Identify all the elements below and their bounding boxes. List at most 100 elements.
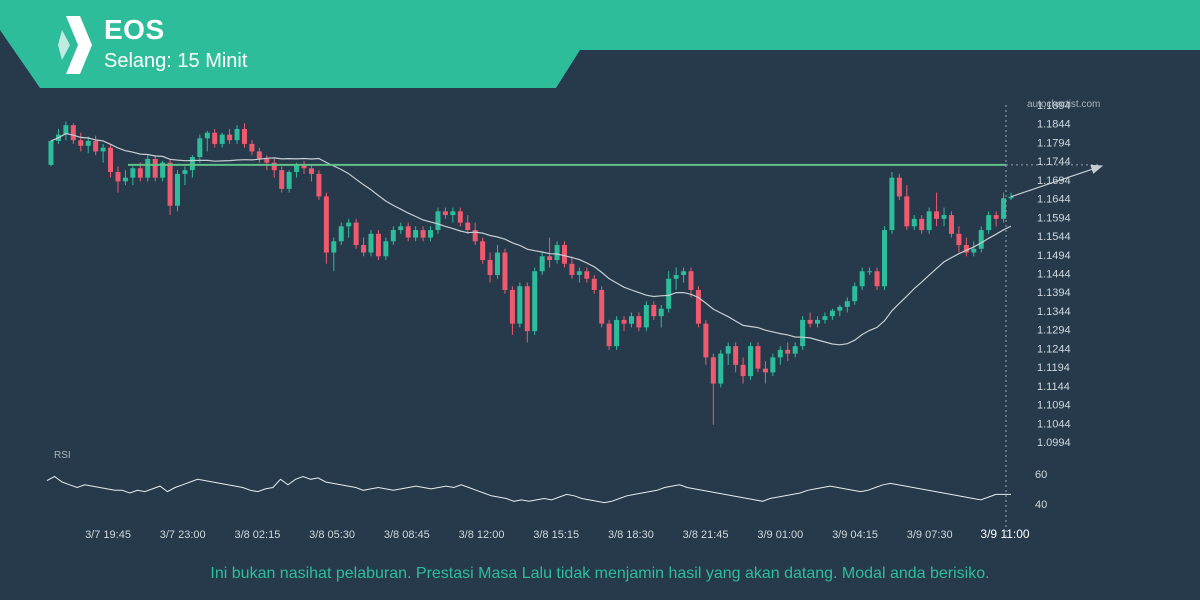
candle: [502, 248, 508, 294]
candle: [457, 207, 463, 227]
candle: [509, 286, 515, 335]
candle: [390, 226, 396, 246]
candle: [346, 218, 352, 238]
candle: [204, 130, 210, 152]
candle: [800, 316, 806, 350]
candle: [978, 226, 984, 253]
candle: [301, 160, 307, 174]
time-tick-label: 3/7 23:00: [160, 529, 206, 541]
current-time-label: 3/9 11:00: [980, 527, 1029, 541]
candle: [770, 353, 776, 377]
candle: [852, 282, 858, 305]
candle: [63, 121, 69, 141]
candle: [829, 308, 835, 320]
candle: [859, 267, 865, 290]
candle: [145, 155, 151, 182]
candle: [323, 192, 329, 264]
time-tick-label: 3/8 12:00: [459, 529, 505, 541]
candle: [487, 252, 493, 283]
candle: [993, 211, 999, 227]
candle: [338, 222, 344, 246]
candle: [115, 166, 121, 193]
candle: [584, 267, 590, 283]
candle: [495, 245, 501, 279]
disclaimer-text: Ini bukan nasihat pelaburan. Prestasi Ma…: [210, 565, 990, 582]
candle: [227, 128, 233, 144]
candle: [569, 256, 575, 279]
candle: [271, 158, 277, 178]
candle: [911, 215, 917, 231]
candle: [688, 267, 694, 298]
candle: [748, 342, 754, 380]
candle: [867, 267, 873, 275]
price-tick-label: 1.0994: [1037, 437, 1071, 449]
instrument-title: EOS: [104, 14, 165, 45]
price-tick-label: 1.1194: [1037, 362, 1070, 374]
candle: [167, 158, 173, 216]
candle: [241, 123, 247, 148]
price-tick-label: 1.1044: [1037, 418, 1071, 430]
candle: [896, 173, 902, 201]
candle: [1001, 192, 1007, 223]
candle: [279, 166, 285, 193]
candle: [881, 226, 887, 290]
candle: [130, 166, 136, 186]
candle: [651, 301, 657, 320]
candle: [442, 207, 448, 219]
candle: [755, 342, 761, 373]
candle: [666, 271, 672, 313]
candle: [413, 226, 419, 242]
candle: [926, 207, 932, 234]
candle: [614, 316, 620, 350]
time-tick-label: 3/9 07:30: [907, 529, 953, 541]
candle: [160, 160, 166, 182]
time-tick-label: 3/9 01:00: [757, 529, 803, 541]
autochartist-logo-icon: [58, 16, 92, 74]
candle: [643, 301, 649, 332]
candle: [182, 166, 188, 186]
candle: [941, 207, 947, 227]
candle: [904, 185, 910, 231]
candle: [681, 267, 687, 283]
candle: [383, 237, 389, 261]
candle: [948, 211, 954, 238]
time-tick-label: 3/8 05:30: [309, 529, 355, 541]
candle: [621, 316, 627, 332]
candle: [628, 312, 634, 328]
moving-average-line: [50, 132, 1012, 346]
price-tick-label: 1.1444: [1037, 269, 1071, 281]
time-tick-label: 3/9 04:15: [832, 529, 878, 541]
candle: [919, 215, 925, 234]
candle: [837, 304, 843, 317]
candle: [472, 222, 478, 246]
price-tick-label: 1.1144: [1037, 381, 1070, 393]
time-tick-label: 3/8 15:15: [533, 529, 579, 541]
projection-arrow: [1010, 164, 1104, 198]
candle: [331, 237, 337, 272]
candle: [673, 267, 679, 290]
candle: [85, 136, 91, 154]
time-tick-label: 3/8 18:30: [608, 529, 654, 541]
time-tick-label: 3/8 21:45: [683, 529, 729, 541]
price-tick-label: 1.1244: [1037, 343, 1071, 355]
price-tick-label: 1.1644: [1037, 194, 1071, 206]
candle: [197, 134, 203, 163]
candle: [718, 349, 724, 388]
candle: [316, 170, 322, 201]
candle: [175, 170, 181, 212]
candle: [874, 267, 880, 290]
candle: [48, 140, 54, 167]
candle: [591, 274, 597, 294]
candle: [428, 226, 434, 242]
price-tick-label: 1.1744: [1037, 156, 1071, 168]
candle: [822, 312, 828, 324]
candle: [636, 312, 642, 332]
candle: [844, 297, 850, 313]
candle: [405, 222, 411, 242]
candle: [234, 125, 240, 144]
price-tick-label: 1.1544: [1037, 231, 1071, 243]
candle: [725, 342, 731, 365]
candle: [695, 286, 701, 328]
price-tick-label: 1.1394: [1037, 287, 1071, 299]
